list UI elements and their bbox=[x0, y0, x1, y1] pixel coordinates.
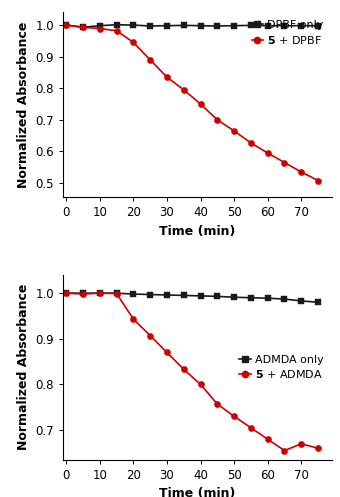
Y-axis label: Normalized Absorbance: Normalized Absorbance bbox=[17, 284, 30, 450]
Legend: ADMDA only, $\mathbf{5}$ + ADMDA: ADMDA only, $\mathbf{5}$ + ADMDA bbox=[237, 352, 326, 382]
Legend: DPBF only, $\mathbf{5}$ + DPBF: DPBF only, $\mathbf{5}$ + DPBF bbox=[250, 18, 326, 48]
X-axis label: Time (min): Time (min) bbox=[159, 487, 235, 497]
X-axis label: Time (min): Time (min) bbox=[159, 225, 235, 238]
Y-axis label: Normalized Absorbance: Normalized Absorbance bbox=[17, 22, 30, 188]
